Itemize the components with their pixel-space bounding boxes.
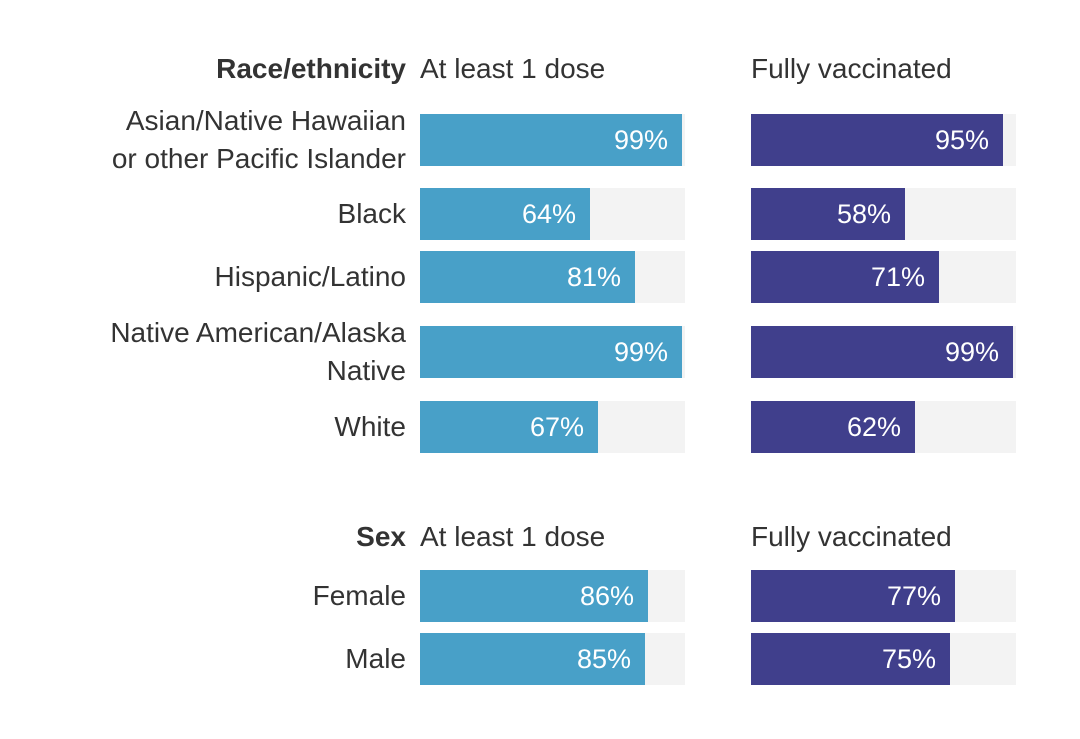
category-label: Black (338, 195, 406, 233)
column-header-full: Fully vaccinated (751, 53, 952, 84)
category-label: Female (313, 577, 406, 615)
category-label-line: White (334, 411, 406, 442)
bar-dose: 85% (420, 633, 645, 685)
category-label-line: Asian/Native Hawaiian (125, 105, 406, 136)
category-label: Male (345, 640, 406, 678)
bar-dose: 86% (420, 570, 648, 622)
bar-value-label: 75% (881, 644, 936, 674)
bar-track-dose: 85% (420, 633, 685, 685)
bar-track-dose: 99% (420, 326, 685, 378)
bar-full: 71% (751, 251, 939, 303)
bar-dose: 81% (420, 251, 635, 303)
category-label-line: Native American/Alaska (110, 317, 406, 348)
column-header-dose: At least 1 dose (420, 521, 606, 552)
bar-value-label: 64% (521, 199, 576, 229)
category-label: Asian/Native Hawaiian or other Pacific Is… (112, 102, 406, 178)
category-label-line: Hispanic/Latino (214, 261, 406, 292)
bar-value-label: 77% (886, 581, 941, 611)
bar-value-label: 67% (529, 412, 584, 442)
bar-value-label: 99% (613, 125, 668, 155)
bar-track-full: 62% (751, 401, 1016, 453)
bar-track-full: 99% (751, 326, 1016, 378)
bar-track-dose: 64% (420, 188, 685, 240)
bar-dose: 64% (420, 188, 590, 240)
bar-value-label: 99% (944, 337, 999, 367)
bar-track-dose: 67% (420, 401, 685, 453)
category-label-line: Black (337, 198, 406, 229)
bar-value-label: 85% (576, 644, 631, 674)
bar-full: 77% (751, 570, 955, 622)
bar-track-dose: 86% (420, 570, 685, 622)
bar-value-label: 71% (870, 262, 925, 292)
bar-value-label: 62% (846, 412, 901, 442)
bar-full: 99% (751, 326, 1013, 378)
category-label: Hispanic/Latino (215, 258, 406, 296)
bar-track-full: 75% (751, 633, 1016, 685)
category-label-line: Male (345, 643, 406, 674)
bar-full: 75% (751, 633, 950, 685)
bar-value-label: 95% (934, 125, 989, 155)
bar-value-label: 86% (579, 581, 634, 611)
bar-track-full: 71% (751, 251, 1016, 303)
bar-full: 58% (751, 188, 905, 240)
category-label-line: Female (312, 580, 406, 611)
bar-track-dose: 99% (420, 114, 685, 166)
column-header-dose: At least 1 dose (420, 53, 606, 84)
group-label: Sex (356, 521, 406, 552)
bar-value-label: 58% (836, 199, 891, 229)
bar-dose: 67% (420, 401, 598, 453)
category-label-line: Native (326, 355, 406, 386)
bar-track-dose: 81% (420, 251, 685, 303)
bar-dose: 99% (420, 326, 682, 378)
bar-full: 62% (751, 401, 915, 453)
category-label-line: or other Pacific Islander (111, 143, 406, 174)
bar-track-full: 77% (751, 570, 1016, 622)
bar-dose: 99% (420, 114, 682, 166)
group-label: Race/ethnicity (216, 53, 406, 84)
bar-value-label: 81% (566, 262, 621, 292)
category-label: Native American/Alaska Native (110, 314, 406, 390)
category-label: White (334, 408, 406, 446)
column-header-full: Fully vaccinated (751, 521, 952, 552)
bar-track-full: 95% (751, 114, 1016, 166)
bar-track-full: 58% (751, 188, 1016, 240)
bar-full: 95% (751, 114, 1003, 166)
bar-value-label: 99% (613, 337, 668, 367)
